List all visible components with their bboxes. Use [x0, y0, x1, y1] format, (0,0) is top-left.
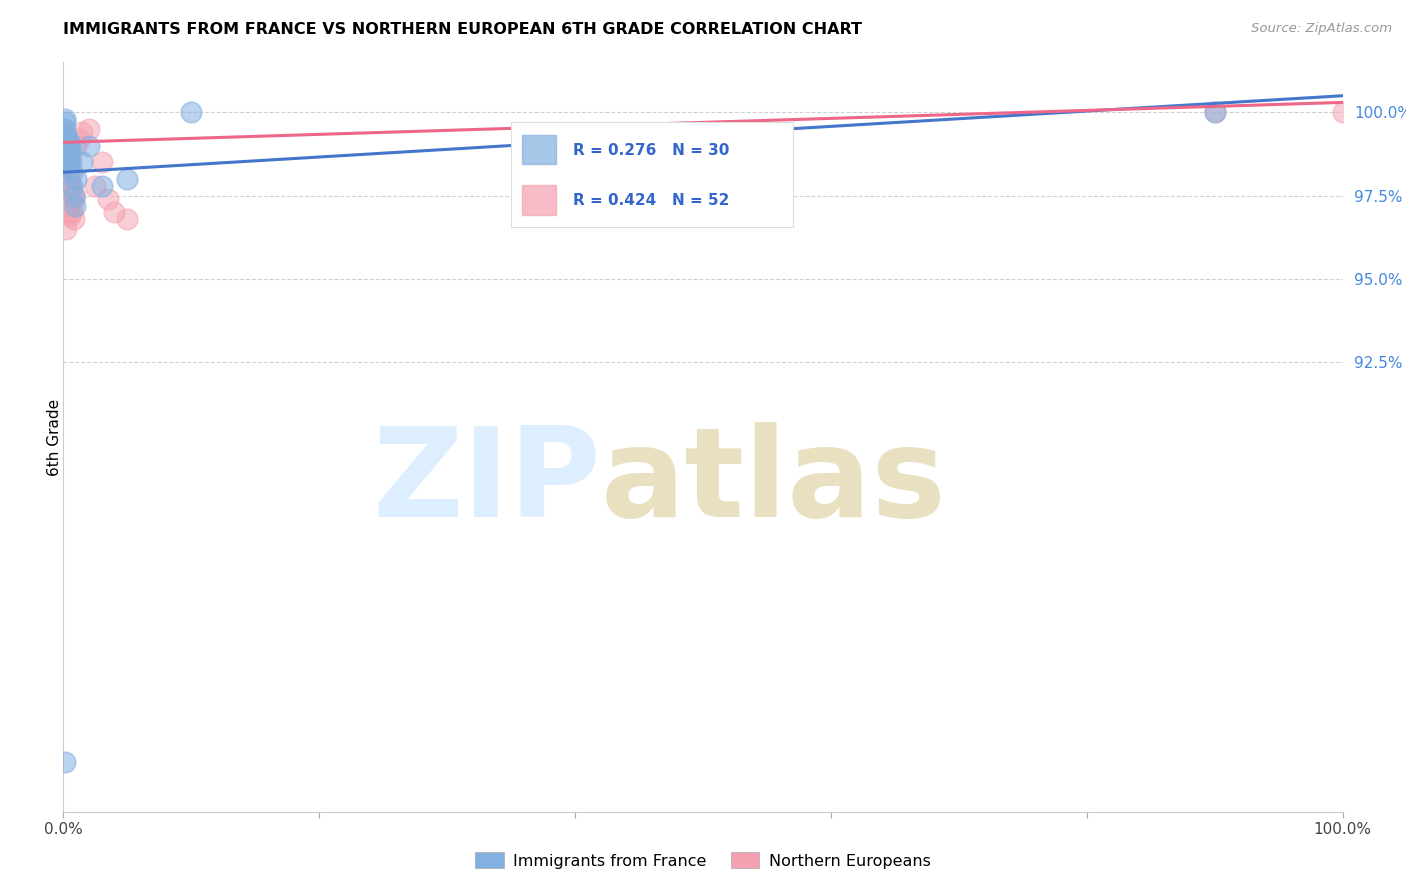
Point [72, 125, 94, 139]
Point [103, 205, 125, 219]
Point [60, 199, 83, 213]
Point [56, 145, 79, 160]
Point [55, 128, 77, 143]
Point [59, 209, 82, 223]
Point [58, 165, 80, 179]
Text: atlas: atlas [600, 422, 946, 542]
Text: IMMIGRANTS FROM FRANCE VS NORTHERN EUROPEAN 6TH GRADE CORRELATION CHART: IMMIGRANTS FROM FRANCE VS NORTHERN EUROP… [63, 22, 862, 37]
Point [180, 105, 202, 120]
Point [53, 122, 76, 136]
Point [56, 155, 79, 169]
Point [58, 161, 80, 176]
Point [53, 755, 76, 769]
Point [90, 155, 112, 169]
Point [56, 132, 79, 146]
Point [65, 138, 87, 153]
Point [97, 192, 120, 206]
Point [59, 165, 82, 179]
Point [55, 145, 77, 160]
Point [1204, 105, 1226, 120]
Point [53, 128, 76, 143]
Point [59, 155, 82, 169]
Point [56, 152, 79, 166]
Point [53, 125, 76, 139]
Point [55, 155, 77, 169]
Point [58, 145, 80, 160]
Point [58, 136, 80, 150]
Point [55, 145, 77, 160]
Point [115, 172, 138, 186]
Point [62, 211, 84, 226]
Point [55, 149, 77, 163]
Point [56, 172, 79, 186]
Point [56, 138, 79, 153]
Point [59, 149, 82, 163]
Point [59, 178, 82, 193]
Point [53, 112, 76, 126]
Point [55, 152, 77, 166]
Point [55, 161, 77, 176]
Y-axis label: 6th Grade: 6th Grade [48, 399, 62, 475]
Text: ZIP: ZIP [373, 422, 600, 542]
Point [55, 136, 77, 150]
Point [55, 138, 77, 153]
Point [77, 138, 100, 153]
Point [58, 178, 80, 193]
Point [115, 211, 138, 226]
Point [63, 199, 86, 213]
Point [56, 159, 79, 173]
Point [58, 188, 80, 202]
Legend: Immigrants from France, Northern Europeans: Immigrants from France, Northern Europea… [468, 846, 938, 875]
Point [65, 172, 87, 186]
Point [56, 152, 79, 166]
Point [56, 165, 79, 179]
Point [67, 132, 90, 146]
Point [53, 142, 76, 156]
Point [62, 188, 84, 202]
Point [60, 178, 83, 193]
Point [1204, 105, 1226, 120]
FancyBboxPatch shape [523, 186, 557, 215]
Point [77, 122, 100, 136]
Point [55, 222, 77, 236]
Point [53, 132, 76, 146]
Point [58, 142, 80, 156]
Point [60, 165, 83, 179]
Point [56, 175, 79, 189]
Point [53, 115, 76, 129]
Point [56, 136, 79, 150]
Point [56, 205, 79, 219]
Point [72, 155, 94, 169]
Point [59, 188, 82, 202]
Point [59, 142, 82, 156]
Point [58, 155, 80, 169]
Text: R = 0.276   N = 30: R = 0.276 N = 30 [574, 143, 730, 158]
Point [60, 205, 83, 219]
Point [63, 188, 86, 202]
Point [55, 128, 77, 143]
Point [53, 122, 76, 136]
Point [1331, 105, 1354, 120]
Point [53, 136, 76, 150]
Point [58, 155, 80, 169]
Point [55, 159, 77, 173]
Text: R = 0.424   N = 52: R = 0.424 N = 52 [574, 193, 730, 208]
Point [90, 178, 112, 193]
Point [84, 178, 107, 193]
Point [55, 159, 77, 173]
Point [58, 195, 80, 210]
Point [58, 138, 80, 153]
Point [59, 178, 82, 193]
Text: Source: ZipAtlas.com: Source: ZipAtlas.com [1251, 22, 1392, 36]
Point [56, 138, 79, 153]
FancyBboxPatch shape [523, 135, 557, 164]
Point [60, 188, 83, 202]
